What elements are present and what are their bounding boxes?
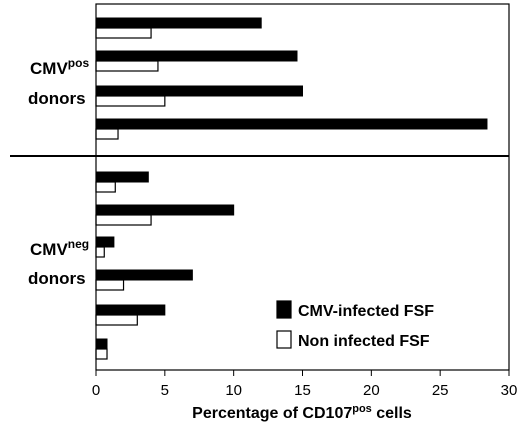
bar-non-infected-g0-d2 xyxy=(95,95,166,107)
x-tick-label: 30 xyxy=(501,382,518,399)
legend-label-infected: CMV-infected FSF xyxy=(298,303,434,320)
bar-infected-g0-d3 xyxy=(95,118,488,130)
bar-infected-g1-d0 xyxy=(95,171,149,183)
bar-non-infected-g1-d5 xyxy=(95,348,108,360)
x-tick-label: 20 xyxy=(363,382,380,399)
bar-infected-g0-d0 xyxy=(95,17,262,29)
bars-layer xyxy=(95,17,488,360)
x-tick-label: 5 xyxy=(161,382,169,399)
x-tick-label: 25 xyxy=(432,382,449,399)
bar-non-infected-g1-d3 xyxy=(95,279,125,291)
bar-non-infected-g0-d1 xyxy=(95,60,159,72)
group-label-cmv-neg: CMVneg xyxy=(30,237,89,259)
legend-label-non-infected: Non infected FSF xyxy=(298,333,430,350)
x-tick-label: 0 xyxy=(92,382,100,399)
bar-infected-g1-d5 xyxy=(95,338,108,350)
bar-infected-g0-d2 xyxy=(95,85,303,97)
legend-swatch-non-infected xyxy=(276,330,292,349)
x-tick-label: 15 xyxy=(294,382,311,399)
bar-infected-g0-d1 xyxy=(95,50,298,62)
bar-non-infected-g0-d0 xyxy=(95,27,152,39)
group-label-cmv-neg-line2: donors xyxy=(28,269,86,288)
bar-infected-g1-d1 xyxy=(95,204,235,216)
group-label-cmv-pos-line2: donors xyxy=(28,89,86,108)
x-axis-label: Percentage of CD107pos cells xyxy=(192,403,412,422)
legend-swatch-infected xyxy=(276,300,292,319)
bar-non-infected-g0-d3 xyxy=(95,128,119,140)
bar-infected-g1-d4 xyxy=(95,304,166,316)
bar-non-infected-g1-d2 xyxy=(95,246,105,258)
bar-infected-g1-d3 xyxy=(95,269,193,281)
bar-non-infected-g1-d1 xyxy=(95,214,152,226)
legend: CMV-infected FSF Non infected FSF xyxy=(276,300,434,350)
x-tick-label: 10 xyxy=(225,382,242,399)
x-axis: 0 5 10 15 20 25 30 xyxy=(92,370,518,399)
bar-non-infected-g1-d0 xyxy=(95,181,116,193)
bar-non-infected-g1-d4 xyxy=(95,314,138,326)
group-label-cmv-pos: CMVpos xyxy=(30,56,89,78)
bar-infected-g1-d2 xyxy=(95,236,115,248)
